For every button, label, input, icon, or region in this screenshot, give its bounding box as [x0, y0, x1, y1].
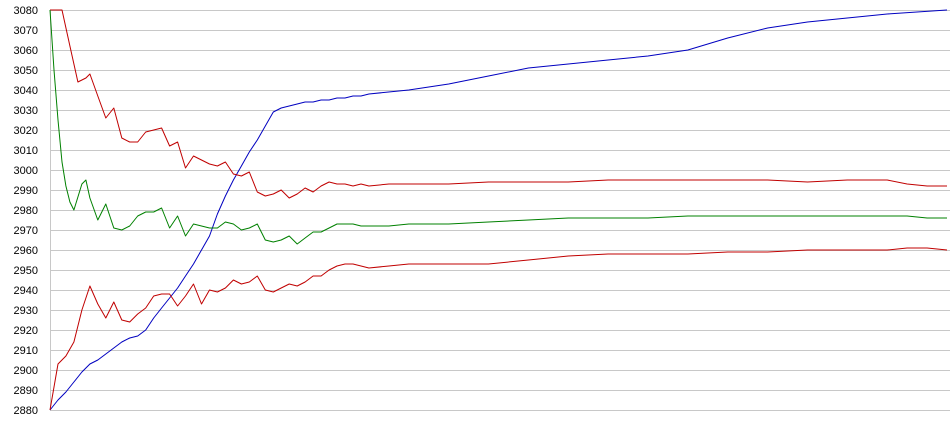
grid-lines: [50, 10, 950, 411]
series-line-2: [50, 9, 947, 199]
y-tick-label: 2990: [14, 185, 38, 197]
y-tick-label: 2910: [14, 345, 38, 357]
y-tick-label: 3020: [14, 125, 38, 137]
y-tick-label: 2890: [14, 385, 38, 397]
y-tick-label: 2920: [14, 325, 38, 337]
y-tick-label: 3000: [14, 165, 38, 177]
y-tick-label: 3070: [14, 25, 38, 37]
y-tick-label: 2930: [14, 305, 38, 317]
y-tick-label: 3060: [14, 45, 38, 57]
series-line-3: [49, 9, 947, 245]
y-tick-label: 2960: [14, 245, 38, 257]
y-tick-label: 3010: [14, 145, 38, 157]
y-tick-label: 3030: [14, 105, 38, 117]
y-tick-label: 3050: [14, 65, 38, 77]
y-axis-tick-labels: 2880 2890 2900 2910 2920 2930 2940 2950 2960 2970…: [14, 5, 38, 417]
y-tick-label: 2980: [14, 205, 38, 217]
y-tick-label: 2940: [14, 285, 38, 297]
y-tick-label: 3040: [14, 85, 38, 97]
y-tick-label: 2970: [14, 225, 38, 237]
series-line-1: [49, 9, 948, 411]
series-lines: [49, 9, 948, 411]
y-tick-label: 2900: [14, 365, 38, 377]
series-line-4: [49, 247, 948, 411]
y-tick-label: 2880: [14, 405, 38, 417]
y-tick-label: 2950: [14, 265, 38, 277]
y-tick-label: 3080: [14, 5, 38, 17]
